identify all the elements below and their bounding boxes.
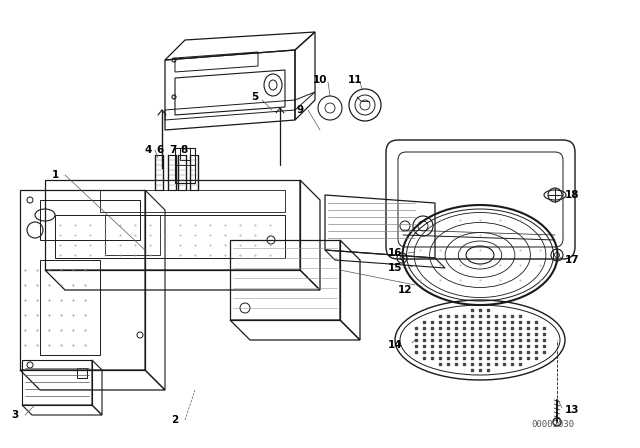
Text: 2: 2	[172, 415, 179, 425]
Bar	[175, 148, 195, 183]
Text: 6: 6	[156, 145, 164, 155]
Text: 13: 13	[564, 405, 579, 415]
Text: 1: 1	[51, 170, 59, 180]
Text: 9: 9	[296, 105, 303, 115]
Bar	[22, 360, 92, 405]
Text: 15: 15	[388, 263, 403, 273]
Text: 10: 10	[313, 75, 327, 85]
Text: 3: 3	[12, 410, 19, 420]
Text: 7: 7	[170, 145, 177, 155]
Text: 14: 14	[388, 340, 403, 350]
Text: 4: 4	[144, 145, 152, 155]
Text: 8: 8	[180, 145, 188, 155]
Text: 11: 11	[348, 75, 362, 85]
Text: 5: 5	[252, 92, 259, 102]
Text: 16: 16	[388, 248, 403, 258]
Bar	[77, 368, 87, 378]
Text: 12: 12	[397, 285, 412, 295]
Text: 18: 18	[564, 190, 579, 200]
Text: 17: 17	[564, 255, 579, 265]
Bar	[105, 215, 160, 255]
Bar	[230, 240, 340, 320]
Bar	[180, 148, 190, 160]
Text: 00009030: 00009030	[531, 419, 575, 428]
